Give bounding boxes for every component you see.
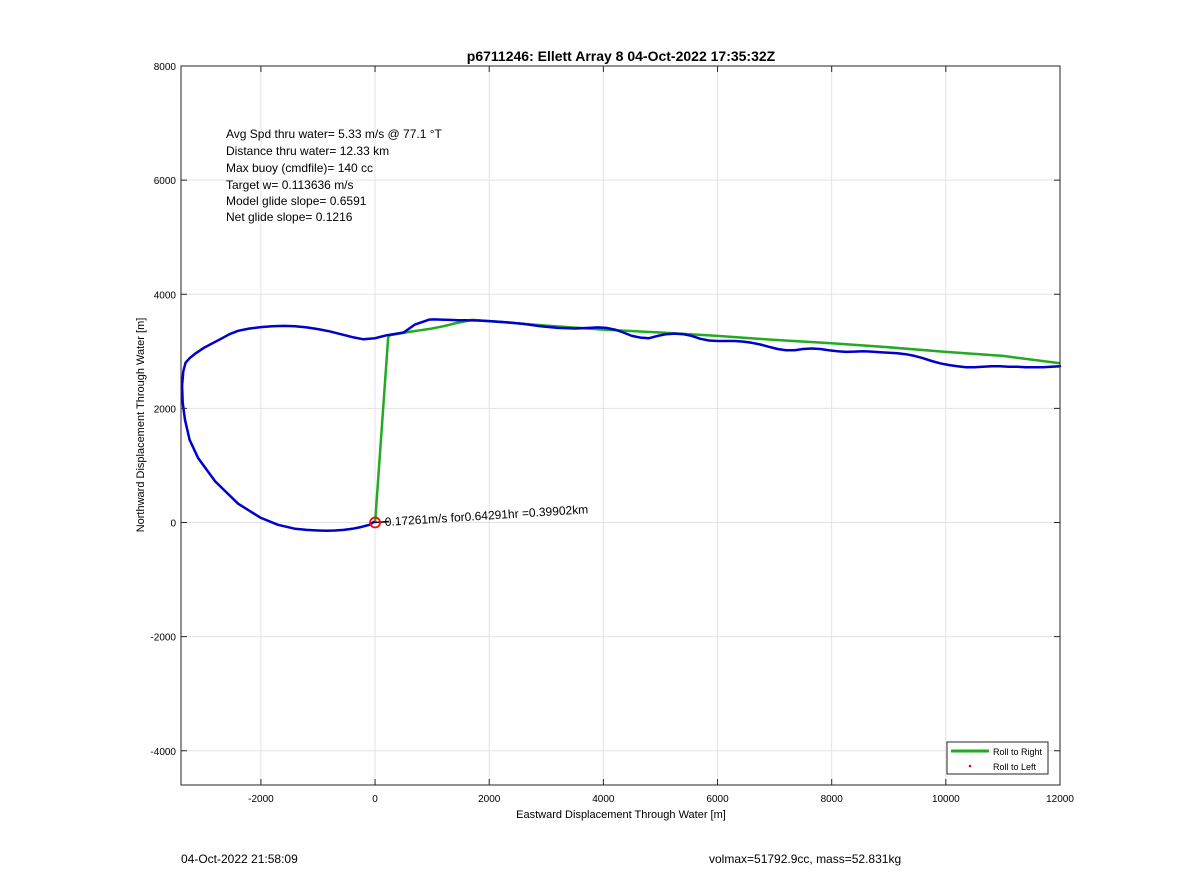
x-tick-label: 6000 [706,794,729,805]
x-tick-label: 0 [372,794,378,805]
plot-area [181,66,1060,785]
footer-timestamp: 04-Oct-2022 21:58:09 [181,852,298,866]
x-tick-label: 2000 [478,794,501,805]
tick-layer: -2000 0 2000 4000 6000 8000 10000 12000 -4000 -20… [150,62,1074,805]
legend-roll-right-label: Roll to Right [993,747,1043,757]
annotation-model-glide: Model glide slope= 0.6591 [226,194,367,208]
legend-roll-left-swatch [968,764,972,768]
footer-summary: volmax=51792.9cc, mass=52.831kg [709,852,902,866]
start-marker [369,516,381,529]
plot-frame [180,65,1061,786]
legend-box [946,741,1049,775]
annotation-target-w: Target w= 0.113636 m/s [226,178,354,192]
legend: Roll to Right Roll to Left [946,741,1049,775]
x-tick-label: -2000 [248,794,274,805]
y-tick-label: -4000 [150,747,176,758]
annotation-avg-speed: Avg Spd thru water= 5.33 m/s @ 77.1 °T [226,127,443,141]
track-line [180,318,1062,533]
chart-title: p6711246: Ellett Array 8 04-Oct-2022 17:… [467,48,776,64]
x-tick-label: 12000 [1046,794,1074,805]
y-axis-label: Northward Displacement Through Water [m] [135,318,147,533]
x-axis-label: Eastward Displacement Through Water [m] [516,809,726,821]
y-tick-label: 0 [170,519,176,530]
x-tick-label: 8000 [821,794,844,805]
annotation-max-buoy: Max buoy (cmdfile)= 140 cc [226,161,373,175]
y-tick-label: 8000 [154,62,177,73]
series-layer [180,318,1062,533]
current-vector [375,520,390,524]
marker-layer [369,516,390,529]
stats-annotations: Avg Spd thru water= 5.33 m/s @ 77.1 °T D… [226,127,443,224]
annotation-distance: Distance thru water= 12.33 km [226,144,389,158]
y-tick-label: -2000 [150,633,176,644]
x-tick-label: 10000 [932,794,960,805]
annotation-net-glide: Net glide slope= 0.1216 [226,210,353,224]
x-tick-label: 4000 [592,794,615,805]
y-tick-label: 2000 [154,404,177,415]
y-tick-label: 6000 [154,176,177,187]
y-tick-label: 4000 [154,290,177,301]
legend-roll-left-label: Roll to Left [993,762,1037,772]
